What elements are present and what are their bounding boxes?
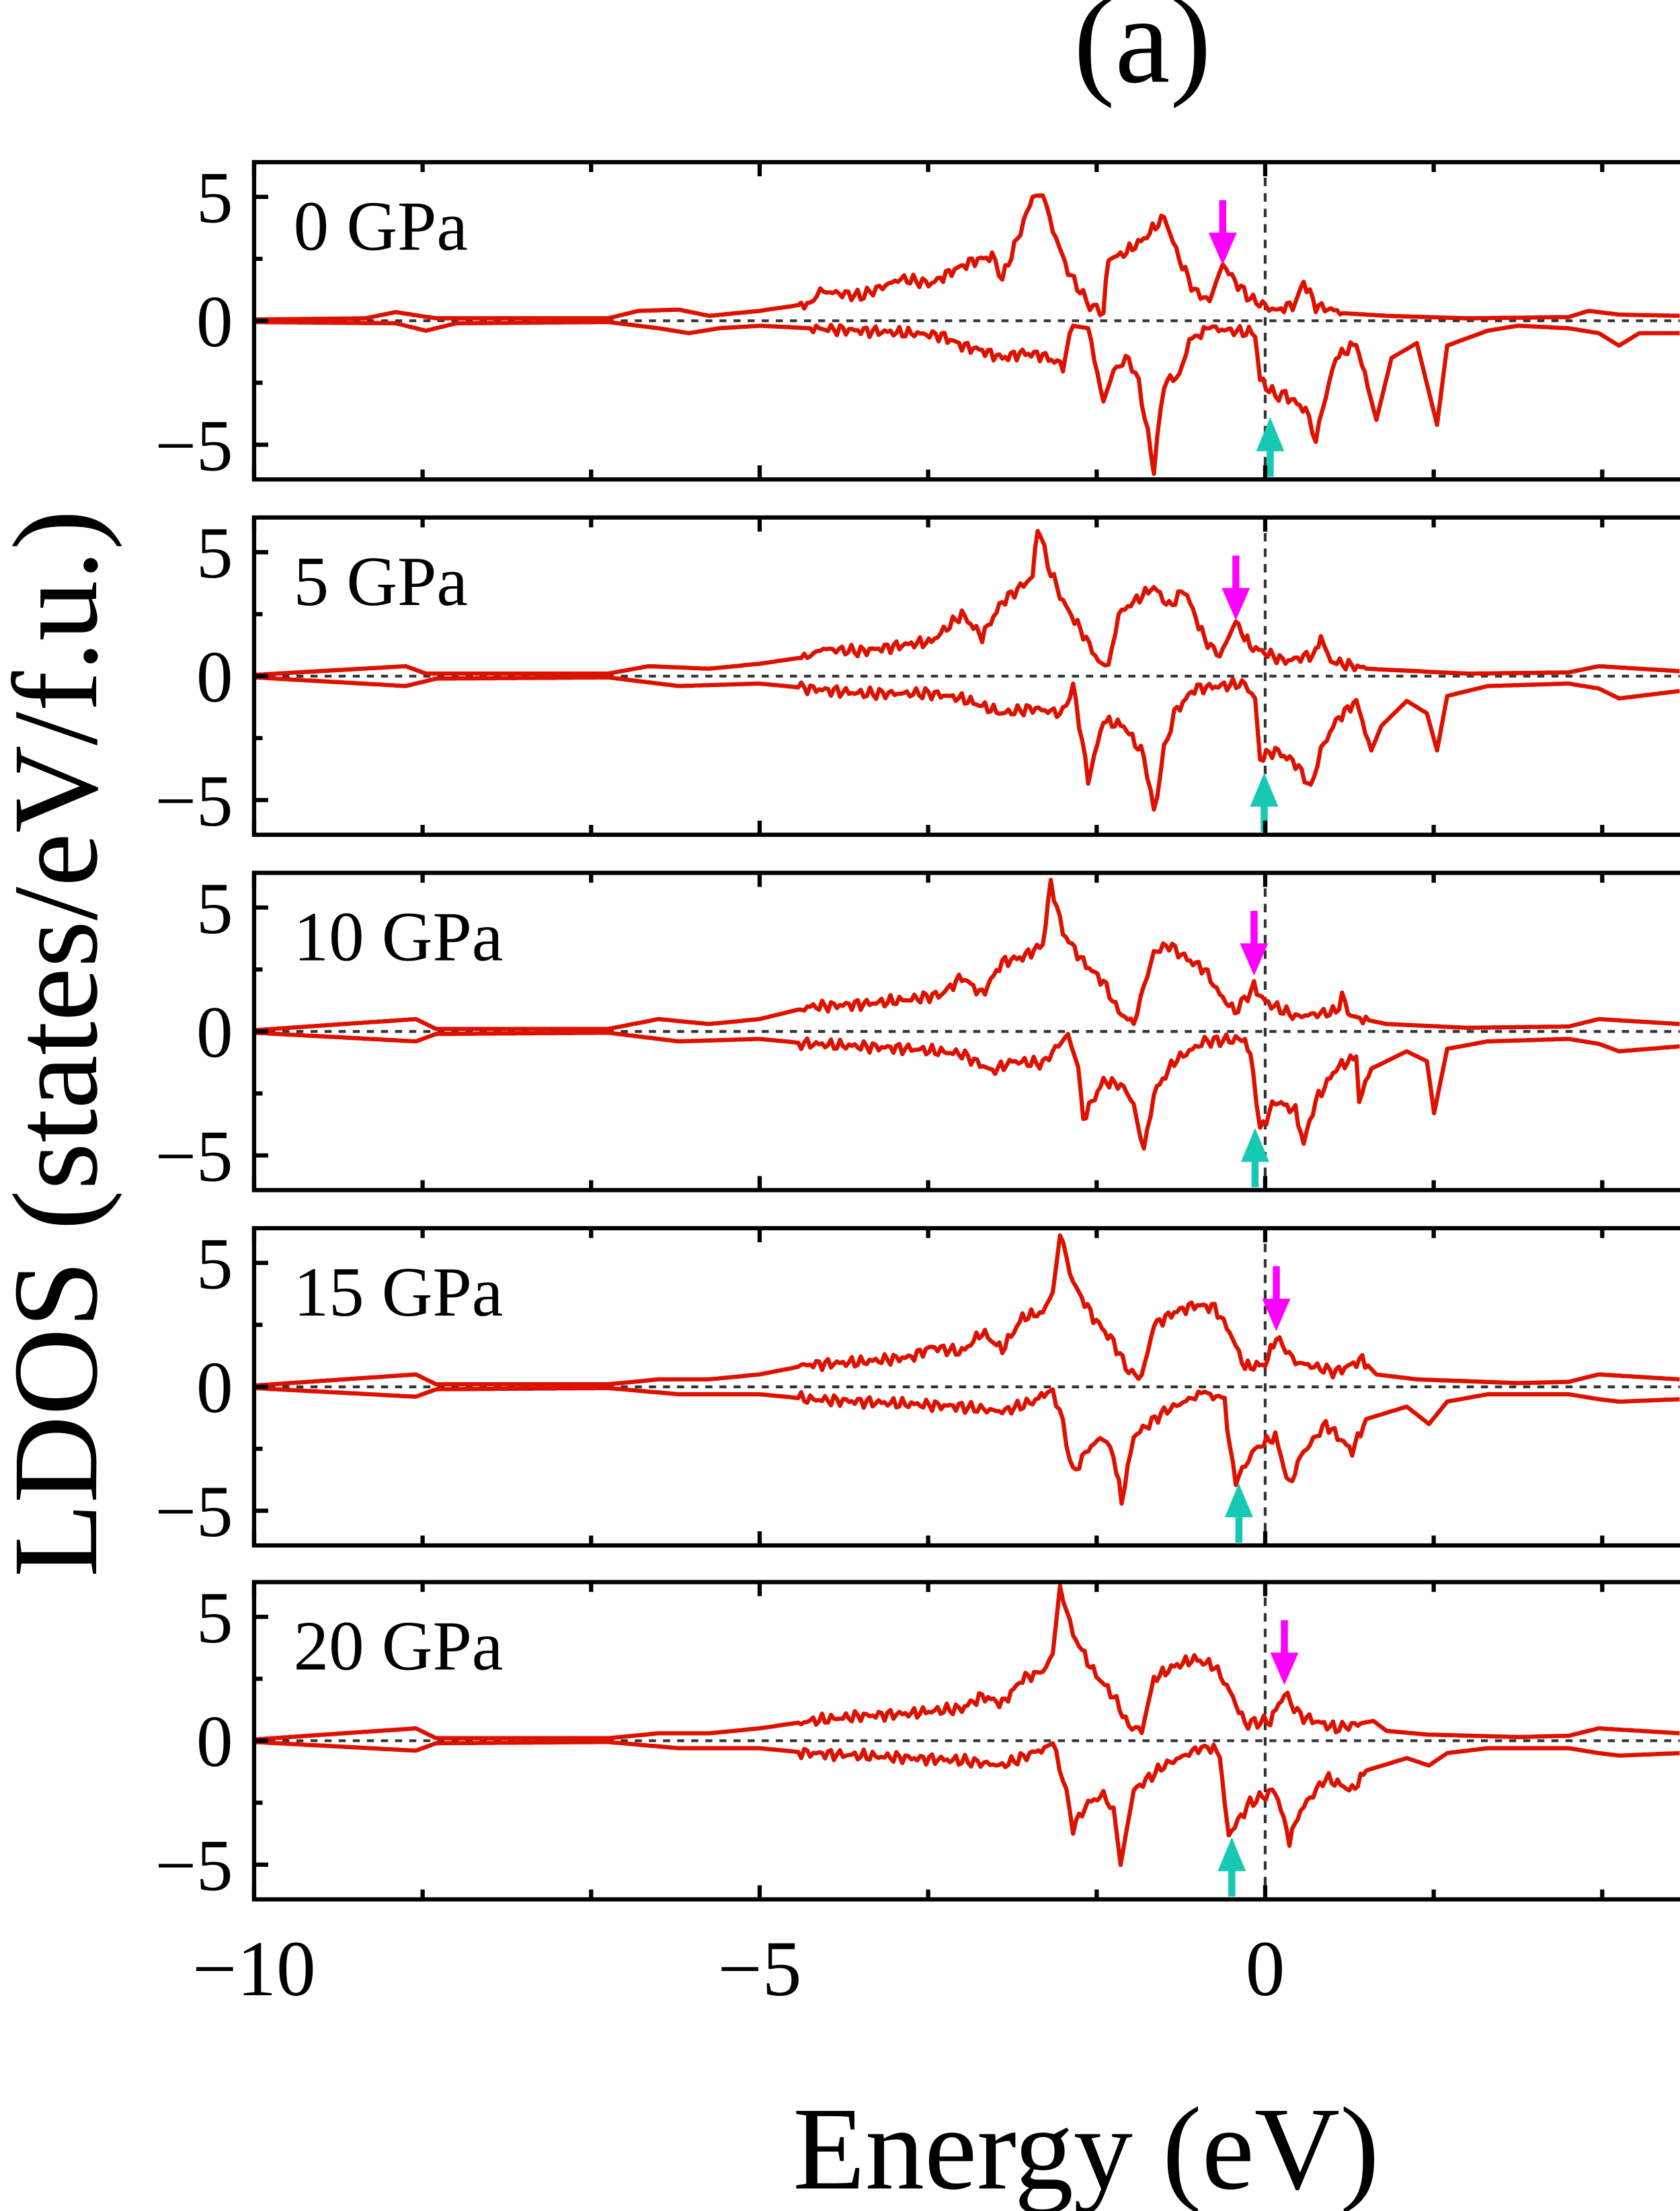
y-tick-label: −5: [155, 1115, 233, 1197]
magenta-down-arrow-icon: [1270, 1652, 1299, 1685]
y-tick-label: 5: [196, 157, 233, 239]
y-tick-label: −5: [155, 1471, 233, 1552]
y-axis-label: LDOS (states/eV/f.u.): [0, 510, 123, 1577]
y-tick-label: 0: [196, 637, 233, 718]
y-tick-label: 0: [196, 992, 233, 1073]
panel-20-gpa: 5 0 −5 20 GPa: [155, 1577, 1680, 1906]
spin-down-curve: [253, 1740, 1680, 1867]
y-tick-label: 5: [196, 512, 233, 594]
spin-down-curve: [253, 1385, 1680, 1506]
y-tick-label: 5: [196, 1223, 233, 1304]
pressure-label: 20 GPa: [294, 1607, 504, 1685]
chart-title: (a): [1074, 0, 1211, 109]
spin-down-curve: [253, 675, 1680, 812]
y-tick-label: 0: [196, 281, 233, 362]
magenta-down-arrow-icon: [1240, 943, 1269, 976]
panel-15-gpa: 5 0 −5 15 GPa: [155, 1223, 1680, 1552]
y-tick-label: 5: [196, 868, 233, 949]
spin-up-curve: [253, 1233, 1680, 1388]
magenta-down-arrow-icon: [1222, 588, 1250, 620]
panel-0-gpa: 5 0 −5 0 GPa: [155, 157, 1680, 486]
spin-up-curve: [253, 193, 1680, 322]
y-tick-label: 5: [196, 1577, 233, 1658]
y-tick-label: 0: [196, 1701, 233, 1782]
x-tick-label: 0: [1246, 1925, 1285, 2013]
x-tick-label: −10: [192, 1925, 316, 2013]
cyan-up-arrow-icon: [1250, 772, 1279, 807]
y-tick-label: −5: [155, 405, 233, 486]
cyan-up-arrow-icon: [1217, 1837, 1246, 1872]
panel-5-gpa: 5 0 −5 5 GPa: [155, 512, 1680, 842]
x-axis-label: Energy (eV): [793, 2083, 1379, 2211]
spin-down-curve: [253, 319, 1680, 476]
x-tick-label: −5: [717, 1925, 801, 2013]
magenta-down-arrow-icon: [1208, 233, 1237, 266]
spin-down-curve: [253, 1031, 1680, 1151]
cyan-up-arrow-icon: [1240, 1128, 1269, 1162]
pressure-label: 10 GPa: [294, 897, 504, 975]
spin-up-curve: [253, 1583, 1680, 1742]
cyan-up-arrow-icon: [1224, 1483, 1253, 1517]
spin-up-curve: [253, 528, 1680, 678]
panel-10-gpa: 5 0 −5 10 GPa: [155, 868, 1680, 1197]
pressure-label: 0 GPa: [294, 187, 468, 265]
pressure-label: 15 GPa: [294, 1253, 504, 1331]
cyan-up-arrow-icon: [1256, 417, 1285, 452]
pressure-label: 5 GPa: [294, 542, 468, 620]
y-tick-label: 0: [196, 1347, 233, 1429]
y-tick-label: −5: [155, 1825, 233, 1906]
y-tick-label: −5: [155, 760, 233, 842]
spin-up-curve: [253, 877, 1680, 1033]
magenta-down-arrow-icon: [1262, 1298, 1291, 1332]
